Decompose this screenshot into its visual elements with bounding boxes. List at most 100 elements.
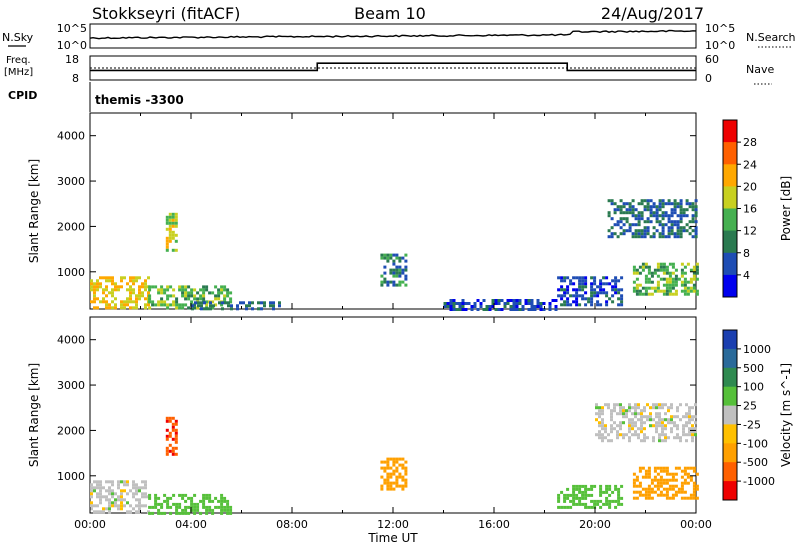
heatmap-cell	[641, 268, 645, 272]
heatmap-cell	[395, 268, 399, 272]
colorbar-tick-label: 500	[743, 362, 764, 375]
heatmap-cell	[664, 427, 667, 431]
heatmap-cell	[569, 294, 573, 298]
heatmap-cell	[685, 214, 689, 218]
heatmap-cell	[640, 211, 644, 215]
heatmap-cell	[214, 303, 218, 307]
heatmap-cell	[117, 495, 120, 499]
heatmap-cell	[108, 303, 111, 307]
heatmap-cell	[401, 466, 405, 470]
heatmap-cell	[682, 211, 686, 215]
heatmap-cell	[132, 282, 135, 286]
heatmap-cell	[688, 202, 692, 206]
heatmap-cell	[683, 466, 687, 470]
heatmap-cell	[174, 428, 178, 432]
heatmap-cell	[631, 205, 635, 209]
heatmap-cell	[584, 493, 588, 497]
heatmap-cell	[635, 268, 639, 272]
heatmap-cell	[178, 285, 182, 289]
heatmap-cell	[631, 406, 634, 410]
heatmap-cell	[661, 214, 665, 218]
heatmap-cell	[619, 208, 623, 212]
heatmap-cell	[223, 499, 227, 503]
heatmap-cell	[665, 283, 669, 287]
heatmap-cell	[656, 262, 660, 266]
heatmap-cell	[108, 486, 111, 490]
heatmap-cell	[205, 508, 209, 512]
heatmap-cell	[132, 306, 135, 310]
heatmap-cell	[383, 478, 387, 482]
heatmap-cell	[178, 505, 182, 509]
heatmap-cell	[191, 304, 194, 308]
heatmap-cell	[598, 409, 601, 413]
heatmap-cell	[217, 505, 221, 509]
heatmap-cell	[557, 499, 561, 503]
colorbar-tick-label: -25	[743, 418, 761, 431]
colorbar-frame-1	[722, 329, 738, 501]
heatmap-cell	[144, 303, 147, 307]
heatmap-cell	[272, 304, 275, 308]
heatmap-cell	[184, 303, 188, 307]
heatmap-cell	[649, 199, 653, 203]
heatmap-cell	[105, 303, 108, 307]
heatmap-cell	[617, 288, 621, 292]
heatmap-cell	[518, 299, 522, 302]
heatmap-cell	[667, 220, 671, 224]
heatmap-cell	[601, 427, 604, 431]
heatmap-cell	[610, 418, 613, 422]
heatmap-cell	[178, 303, 182, 307]
heatmap-cell	[650, 478, 654, 482]
heatmap-cell	[147, 510, 150, 514]
heatmap-cell	[694, 208, 698, 212]
heatmap-cell	[658, 403, 661, 407]
heatmap-cell	[395, 469, 399, 473]
heatmap-cell	[278, 304, 281, 308]
heatmap-cell	[631, 208, 635, 212]
nave-tick-bottom: 0	[705, 72, 712, 85]
heatmap-cell	[625, 202, 629, 206]
heatmap-cell	[172, 294, 176, 298]
heatmap-cell	[166, 294, 170, 298]
heatmap-cell	[682, 226, 686, 230]
heatmap-cell	[665, 265, 669, 269]
heatmap-cell	[148, 496, 152, 500]
heatmap-cell	[96, 486, 99, 490]
heatmap-cell	[120, 501, 123, 505]
heatmap-cell	[664, 223, 668, 227]
heatmap-cell	[181, 294, 185, 298]
heatmap-cell	[680, 274, 684, 278]
heatmap-cell	[686, 472, 690, 476]
heatmap-cell	[625, 220, 629, 224]
heatmap-cell	[93, 306, 96, 310]
heatmap-cells-0	[90, 199, 699, 311]
heatmap-cell	[171, 224, 175, 228]
heatmap-cell	[595, 418, 598, 422]
heatmap-cell	[380, 484, 384, 488]
heatmap-cell	[634, 412, 637, 416]
heatmap-cell	[646, 205, 650, 209]
heatmap-cell	[664, 235, 668, 239]
heatmap-cell	[658, 205, 662, 209]
heatmap-cell	[401, 256, 405, 260]
heatmap-cell	[175, 300, 179, 304]
heatmap-cell	[515, 308, 519, 311]
heatmap-cell	[664, 403, 667, 407]
heatmap-cell	[619, 427, 622, 431]
heatmap-cell	[652, 202, 656, 206]
heatmap-cell	[220, 505, 224, 509]
xtick-label-1: 04:00	[175, 518, 207, 531]
heatmap-cell	[656, 280, 660, 284]
heatmap-cell	[644, 292, 648, 296]
heatmap-cell	[656, 481, 660, 485]
heatmap-cell	[148, 306, 152, 310]
heatmap-cell	[679, 226, 683, 230]
heatmap-cell	[593, 279, 597, 283]
heatmap-cell	[653, 289, 657, 293]
heatmap-cell	[160, 291, 164, 295]
heatmap-cell	[187, 306, 191, 310]
heatmap-cell	[646, 220, 650, 224]
heatmap-cell	[607, 403, 610, 407]
heatmap-cell	[99, 486, 102, 490]
heatmap-cell	[647, 469, 651, 473]
heatmap-cell	[610, 439, 613, 443]
